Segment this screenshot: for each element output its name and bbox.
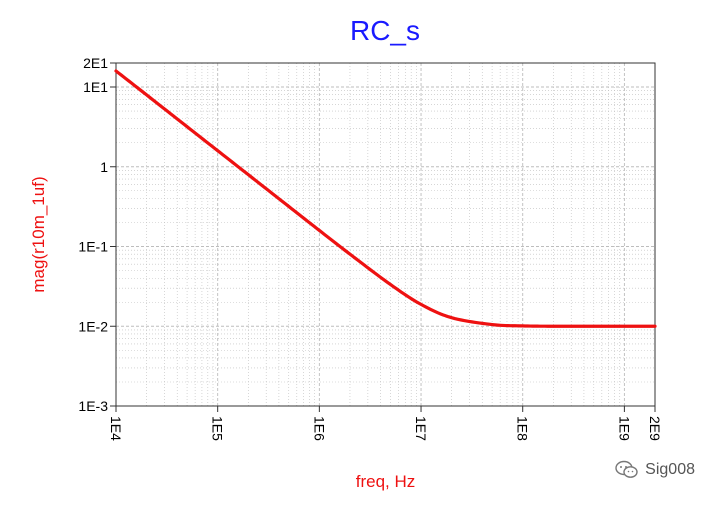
series-group [114, 69, 657, 328]
y-axis-label: mag(r10m_1uf) [29, 176, 48, 292]
y-tick-label: 1E-2 [78, 318, 108, 334]
chart-title: RC_s [350, 15, 420, 46]
x-tick-label: 1E9 [616, 416, 632, 441]
watermark-text: Sig008 [645, 461, 695, 478]
y-tick-label: 1E1 [83, 79, 108, 95]
x-axis-label: freq, Hz [356, 472, 416, 491]
grid [115, 62, 656, 407]
watermark: Sig008 [615, 460, 695, 480]
x-tick-label: 1E6 [311, 416, 327, 441]
x-tick-label: 1E8 [515, 416, 531, 441]
y-tick-label: 2E1 [83, 55, 108, 71]
series-line [114, 69, 657, 328]
x-tick-label: 2E9 [647, 416, 663, 441]
x-tick-label: 1E7 [413, 416, 429, 441]
y-tick-label: 1E-3 [78, 398, 108, 414]
y-tick-label: 1E-1 [78, 239, 108, 255]
y-tick-label: 1 [100, 159, 108, 175]
plot-frame [115, 62, 656, 407]
wechat-icon [615, 460, 639, 480]
x-tick-label: 1E4 [108, 416, 124, 441]
x-tick-label: 1E5 [210, 416, 226, 441]
